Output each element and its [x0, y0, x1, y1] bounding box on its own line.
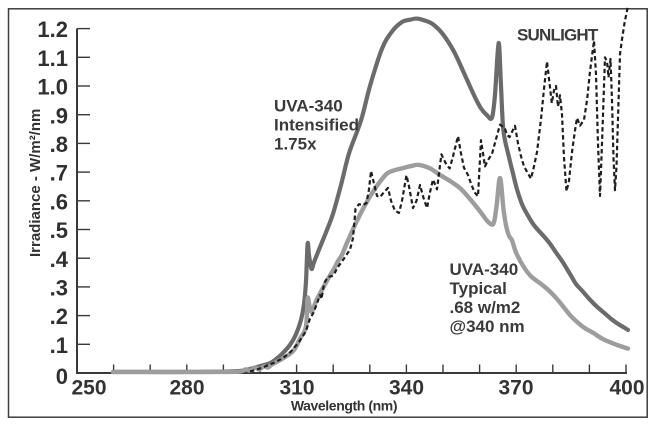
svg-text:Wavelength (nm): Wavelength (nm)	[291, 398, 397, 414]
svg-text:.5: .5	[50, 218, 68, 243]
svg-text:Irradiance - W/m²/nm: Irradiance - W/m²/nm	[27, 109, 44, 257]
svg-text:@340 nm: @340 nm	[450, 317, 525, 336]
svg-text:.9: .9	[50, 103, 68, 128]
svg-text:.6: .6	[50, 189, 68, 214]
svg-text:1.2: 1.2	[37, 17, 68, 42]
svg-text:1.0: 1.0	[37, 75, 68, 100]
svg-text:Intensified: Intensified	[274, 116, 359, 135]
svg-text:280: 280	[169, 377, 204, 400]
svg-text:Typical: Typical	[450, 279, 507, 298]
svg-text:310: 310	[279, 377, 314, 400]
svg-text:.3: .3	[50, 276, 68, 301]
svg-text:SUNLIGHT: SUNLIGHT	[517, 26, 599, 45]
svg-text:.7: .7	[50, 161, 68, 186]
svg-text:UVA-340: UVA-340	[450, 260, 519, 279]
svg-text:.68 w/m2: .68 w/m2	[450, 298, 521, 317]
svg-text:.8: .8	[50, 132, 68, 157]
svg-text:.1: .1	[50, 333, 68, 358]
svg-text:340: 340	[389, 377, 424, 400]
svg-text:370: 370	[498, 377, 533, 400]
svg-text:400: 400	[609, 377, 644, 400]
svg-text:.4: .4	[50, 247, 69, 272]
svg-text:250: 250	[71, 377, 106, 400]
svg-text:1.75x: 1.75x	[274, 135, 317, 154]
svg-text:0: 0	[56, 364, 68, 389]
svg-text:UVA-340: UVA-340	[274, 97, 343, 116]
svg-text:1.1: 1.1	[37, 46, 68, 71]
svg-text:.2: .2	[50, 304, 68, 329]
